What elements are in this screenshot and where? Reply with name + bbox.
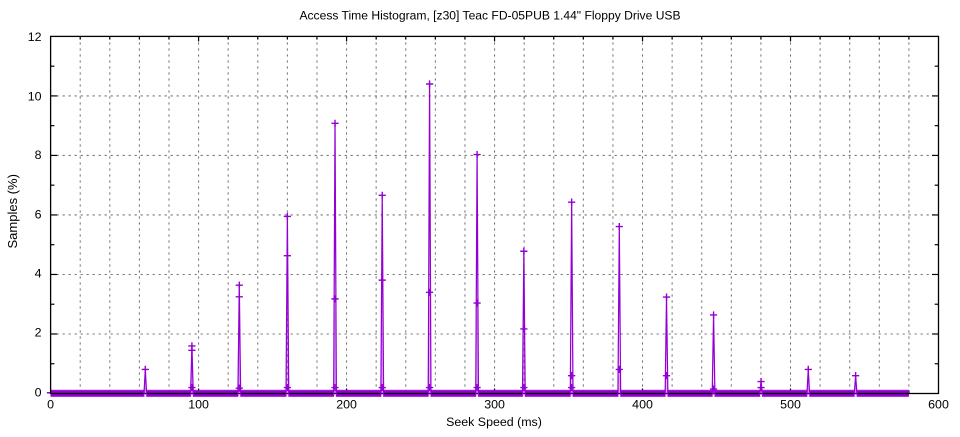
svg-text:2: 2 <box>35 325 42 339</box>
svg-text:300: 300 <box>484 397 505 411</box>
svg-text:500: 500 <box>780 397 801 411</box>
svg-text:4: 4 <box>35 266 42 280</box>
svg-text:400: 400 <box>632 397 653 411</box>
svg-text:10: 10 <box>28 89 42 103</box>
svg-text:Access Time Histogram, [z30] T: Access Time Histogram, [z30] Teac FD-05P… <box>299 9 680 23</box>
svg-text:12: 12 <box>28 30 42 44</box>
svg-text:0: 0 <box>35 385 42 399</box>
svg-text:8: 8 <box>35 148 42 162</box>
svg-text:0: 0 <box>47 397 54 411</box>
svg-text:Seek Speed (ms): Seek Speed (ms) <box>446 415 542 429</box>
svg-text:600: 600 <box>928 397 949 411</box>
svg-text:100: 100 <box>188 397 209 411</box>
svg-text:200: 200 <box>336 397 357 411</box>
svg-text:6: 6 <box>35 207 42 221</box>
svg-text:Samples (%): Samples (%) <box>5 174 20 248</box>
